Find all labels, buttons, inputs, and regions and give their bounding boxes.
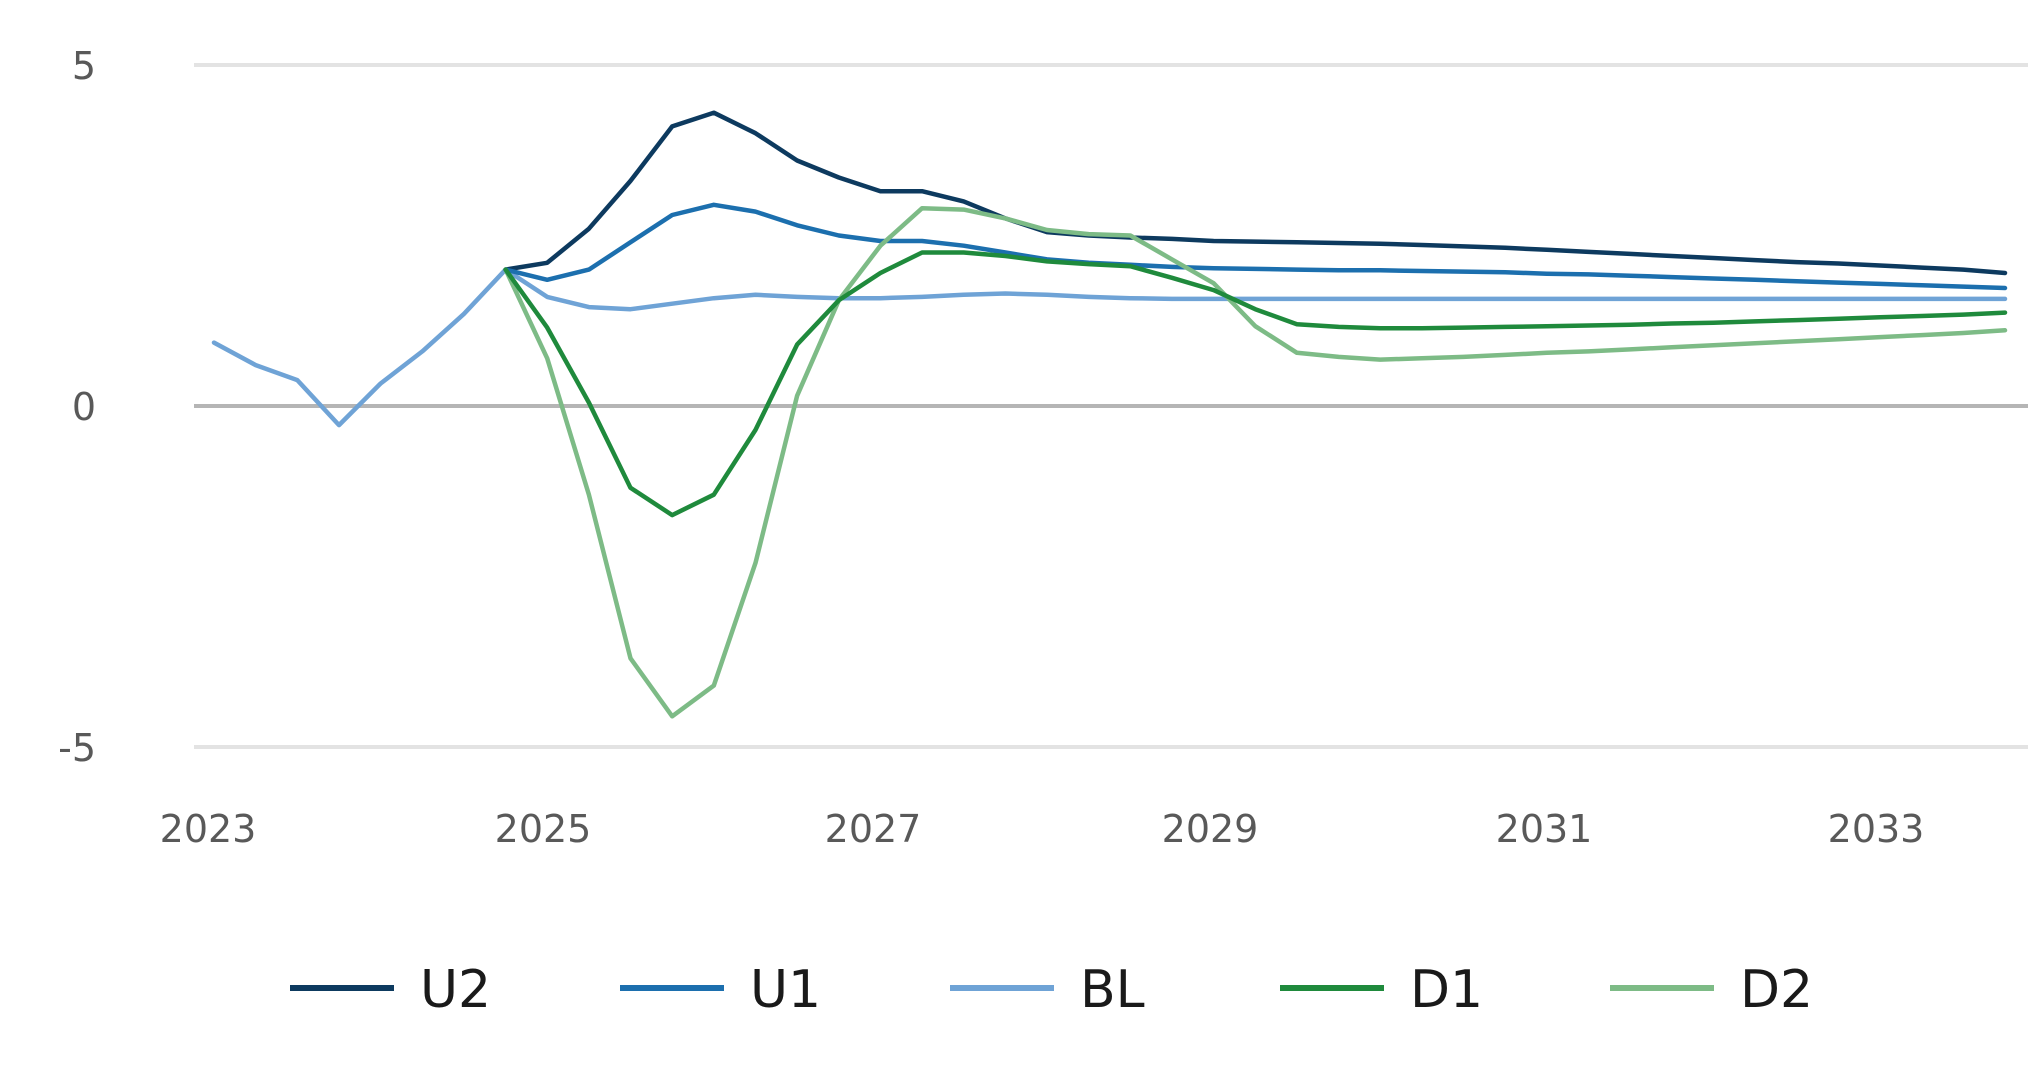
x-tick-label: 2033 bbox=[1828, 807, 1925, 851]
x-tick-label: 2023 bbox=[160, 807, 257, 851]
series-line-d2 bbox=[503, 205, 2008, 719]
series-line-u2 bbox=[503, 110, 2008, 276]
series-line-bl bbox=[211, 267, 2008, 428]
x-tick-label: 2027 bbox=[825, 807, 922, 851]
legend-label: D2 bbox=[1740, 960, 1813, 1020]
legend-item-d2: D2 bbox=[1610, 960, 1813, 1020]
gridlines bbox=[194, 63, 2028, 749]
y-tick-label: -5 bbox=[58, 726, 96, 770]
y-tick-label: 5 bbox=[72, 44, 96, 88]
x-tick-label: 2025 bbox=[495, 807, 592, 851]
legend-label: D1 bbox=[1410, 960, 1483, 1020]
legend-item-bl: BL bbox=[950, 960, 1145, 1020]
legend-label: U2 bbox=[420, 960, 491, 1020]
legend-item-d1: D1 bbox=[1280, 960, 1483, 1020]
legend-item-u2: U2 bbox=[290, 960, 491, 1020]
x-tick-label: 2031 bbox=[1496, 807, 1593, 851]
x-tick-label: 2029 bbox=[1162, 807, 1259, 851]
y-tick-label: 0 bbox=[72, 385, 96, 429]
series-lines bbox=[211, 110, 2008, 719]
legend-label: BL bbox=[1080, 960, 1145, 1020]
y-axis-ticks: 5 0 -5 bbox=[58, 44, 96, 770]
legend-label: U1 bbox=[750, 960, 821, 1020]
x-axis-ticks: 2023 2025 2027 2029 2031 2033 bbox=[160, 807, 1925, 851]
legend: U2 U1 BL D1 D2 bbox=[290, 960, 1813, 1020]
legend-item-u1: U1 bbox=[620, 960, 821, 1020]
series-line-u1 bbox=[503, 202, 2008, 291]
series-line-d1 bbox=[503, 250, 2008, 518]
